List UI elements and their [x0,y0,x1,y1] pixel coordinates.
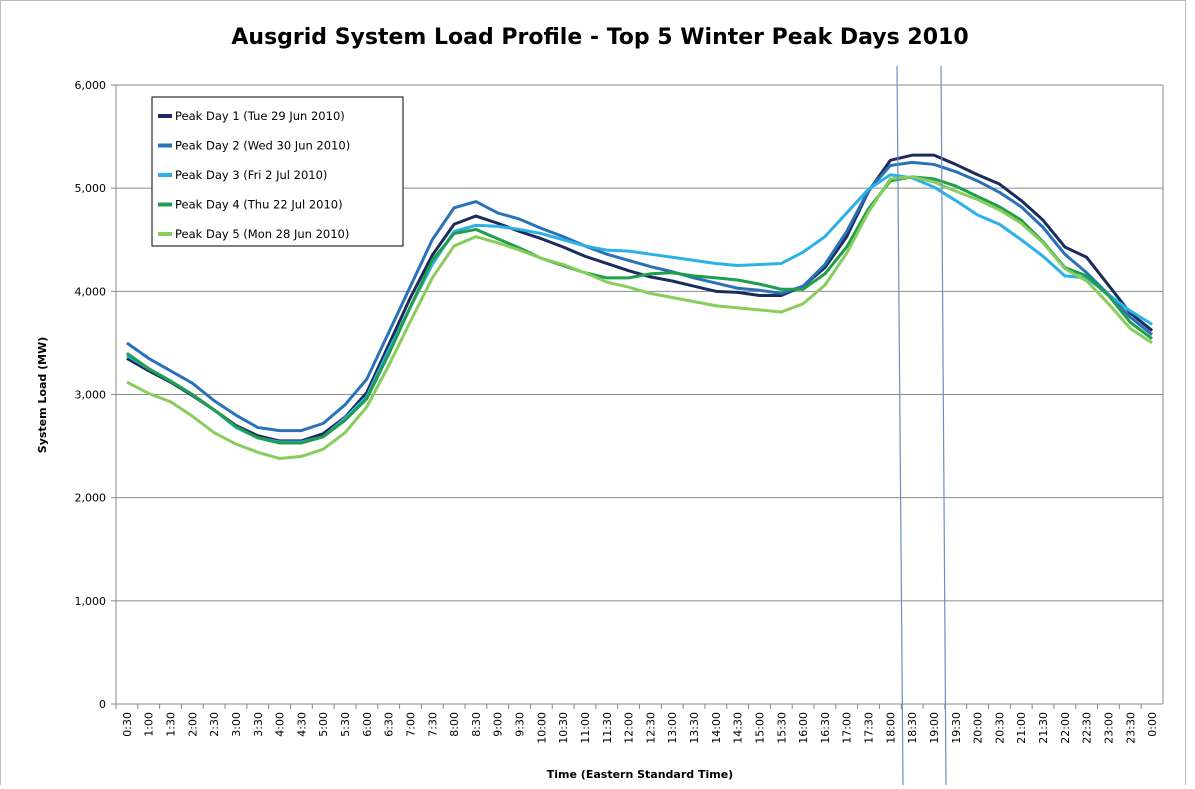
x-tick-label: 4:00 [274,712,287,737]
x-tick-label: 0:00 [1146,712,1159,737]
y-tick-label: 6,000 [75,79,107,92]
x-tick-label: 22:00 [1059,712,1072,744]
x-tick-label: 16:00 [797,712,810,744]
marker-line [896,65,904,786]
x-tick-label: 14:30 [732,712,745,744]
x-tick-label: 10:00 [535,712,548,744]
x-tick-label: 11:00 [579,712,592,744]
y-tick-label: 4,000 [75,285,107,298]
x-tick-label: 8:00 [448,712,461,737]
x-tick-label: 18:30 [906,712,919,744]
y-tick-label: 1,000 [75,595,107,608]
x-tick-label: 6:30 [383,712,396,737]
series-line [126,175,1153,460]
x-tick-label: 3:30 [252,712,265,737]
x-tick-label: 21:00 [1015,712,1028,744]
y-axis-label: System Load (MW) [36,337,49,453]
x-tick-label: 13:30 [688,712,701,744]
x-tick-label: 20:00 [972,712,985,744]
y-tick-label: 2,000 [75,492,107,505]
legend-label: Peak Day 4 (Thu 22 Jul 2010) [175,198,343,212]
x-tick-label: 22:30 [1081,712,1094,744]
x-tick-label: 23:00 [1102,712,1115,744]
x-tick-label: 2:00 [186,712,199,737]
legend-box [151,96,404,247]
x-tick-label: 2:30 [208,712,221,737]
x-tick-label: 4:30 [295,712,308,737]
x-tick-label: 18:00 [884,712,897,744]
x-tick-label: 14:00 [710,712,723,744]
x-axis-label: Time (Eastern Standard Time) [547,768,733,781]
x-tick-label: 15:30 [775,712,788,744]
y-tick-label: 3,000 [75,389,107,402]
series-line [126,160,1154,433]
x-tick-label: 0:30 [121,712,134,737]
x-tick-label: 7:00 [404,712,417,737]
x-tick-label: 13:00 [666,712,679,744]
x-tick-label: 6:00 [361,712,374,737]
x-tick-label: 9:30 [514,712,527,737]
legend-label: Peak Day 5 (Mon 28 Jun 2010) [175,227,349,241]
x-tick-label: 15:00 [753,712,766,744]
legend-label: Peak Day 3 (Fri 2 Jul 2010) [175,168,327,182]
x-tick-label: 16:30 [819,712,832,744]
x-tick-label: 9:00 [492,712,505,737]
x-tick-label: 10:30 [557,712,570,744]
legend-label: Peak Day 2 (Wed 30 Jun 2010) [175,139,350,153]
x-tick-label: 12:00 [623,712,636,744]
x-tick-label: 21:30 [1037,712,1050,744]
x-tick-label: 3:00 [230,712,243,737]
x-tick-label: 1:00 [143,712,156,737]
legend-label: Peak Day 1 (Tue 29 Jun 2010) [175,109,345,123]
plot-area: 0 1,000 2,000 3,000 4,000 5,000 6,000 0:30 1:00 1… [75,79,1164,744]
x-tick-label: 23:30 [1124,712,1137,744]
x-tick-label: 19:00 [928,712,941,744]
x-tick-label: 17:00 [841,712,854,744]
x-tick-label: 5:30 [339,712,352,737]
x-tick-label: 17:30 [863,712,876,744]
y-tick-label: 5,000 [75,182,107,195]
series-line [126,175,1153,445]
x-tick-label: 19:30 [950,712,963,744]
x-tick-label: 12:30 [644,712,657,744]
x-tick-label: 1:30 [165,712,178,737]
marker-line [940,65,947,786]
x-tick-label: 20:30 [993,712,1006,744]
chart-title: Ausgrid System Load Profile - Top 5 Wint… [231,25,968,50]
x-tick-label: 7:30 [426,712,439,737]
x-tick-label: 8:30 [470,712,483,737]
x-tick-label: 5:00 [317,712,330,737]
x-tick-label: 11:30 [601,712,614,744]
y-tick-label: 0 [99,698,106,711]
